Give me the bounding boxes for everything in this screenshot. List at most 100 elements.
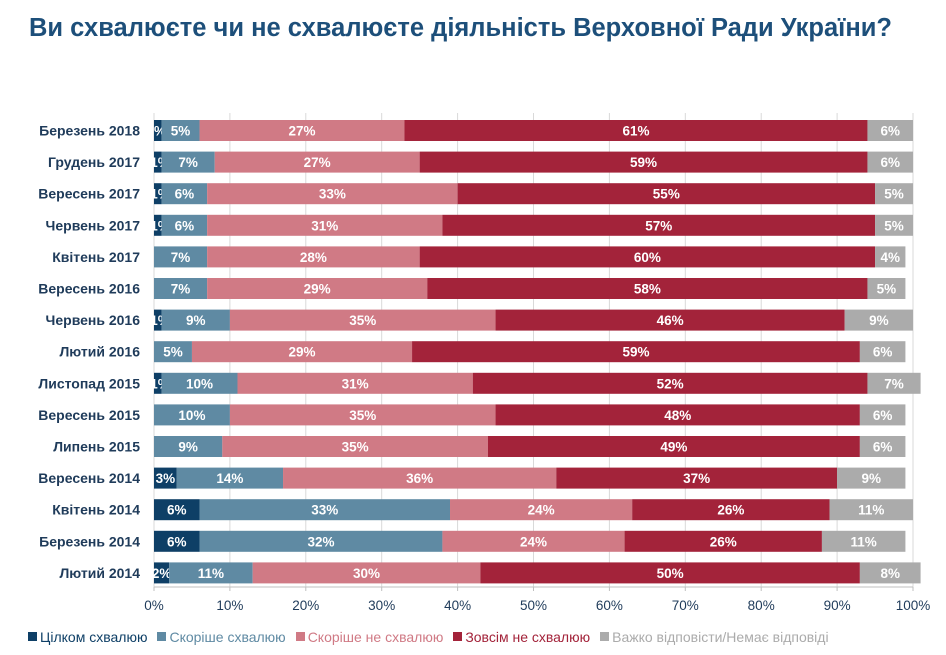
bar-segment (154, 120, 162, 141)
data-label: 8% (880, 566, 900, 581)
bar-segment (207, 183, 458, 205)
bar-segment (442, 530, 625, 552)
category-label: Вересень 2017 (38, 186, 140, 202)
data-label: 7% (884, 376, 904, 391)
data-label: 57% (645, 218, 672, 233)
data-label: 33% (311, 503, 338, 518)
bar-segment (154, 499, 200, 521)
data-label: 35% (342, 440, 369, 455)
x-tick-label: 70% (672, 598, 699, 613)
bar-segment (161, 372, 238, 394)
data-label: 48% (664, 408, 691, 423)
bar-segment (495, 404, 860, 426)
bar-segment (169, 562, 253, 584)
data-label: 24% (528, 503, 555, 518)
bar-segment (207, 278, 428, 299)
bar-segment (154, 404, 230, 426)
data-label: 5% (171, 124, 191, 139)
data-label: 10% (186, 376, 213, 391)
bar-segment (450, 499, 633, 521)
x-tick-label: 60% (596, 598, 623, 613)
bar-segment (844, 309, 913, 331)
bar-segment (252, 562, 481, 584)
bar-segment (859, 436, 906, 457)
bar-segment (556, 467, 838, 489)
data-label: 7% (178, 155, 198, 170)
data-label: 60% (634, 250, 661, 265)
bar-segment (154, 278, 208, 299)
data-label: 4% (880, 250, 900, 265)
bar-segment (154, 372, 162, 394)
bar-segment (154, 341, 192, 363)
bar-segment (412, 341, 860, 363)
data-label: 37% (683, 471, 710, 486)
bar-segment (859, 404, 906, 426)
legend-item: Важко відповісти/Немає відповіді (600, 629, 829, 645)
data-label: 36% (406, 471, 433, 486)
data-label: 6% (167, 503, 187, 518)
bar-segment (404, 120, 868, 141)
bar-segment (222, 436, 488, 457)
bar-segment (154, 467, 177, 489)
bar-segment (875, 183, 913, 205)
bar-segment (191, 341, 413, 363)
bar-segment (154, 436, 223, 457)
legend-swatch (600, 632, 610, 641)
data-label: 10% (178, 408, 205, 423)
bar-segment (859, 341, 906, 363)
data-label: 46% (657, 313, 684, 328)
data-label: 6% (873, 440, 893, 455)
bar-segment (214, 151, 420, 173)
legend-swatch (28, 632, 37, 641)
data-label: 6% (880, 155, 900, 170)
category-label: Вересень 2014 (38, 470, 140, 486)
bar-segment (495, 309, 845, 331)
category-label: Квітень 2014 (52, 502, 140, 518)
data-label: 14% (216, 471, 243, 486)
chart-legend: Цілком схвалюю Скоріше схвалюю Скоріше не … (28, 628, 839, 645)
data-label: 33% (319, 187, 346, 202)
bar-segment (427, 278, 868, 299)
data-label: 55% (653, 187, 680, 202)
bar-segment (199, 499, 451, 521)
bar-segment (859, 562, 921, 584)
data-label: 27% (288, 124, 315, 139)
bar-segment (154, 151, 162, 173)
bar-segment (821, 530, 906, 552)
data-label: 29% (288, 345, 315, 360)
bar-segment (199, 120, 405, 141)
category-label: Березень 2018 (39, 123, 140, 139)
legend-label: Цілком схвалюю (40, 628, 148, 645)
data-label: 31% (342, 376, 369, 391)
data-label: 6% (175, 187, 195, 202)
data-label: 11% (198, 566, 224, 581)
bar-segment (154, 562, 170, 584)
bar-segment (154, 246, 208, 268)
x-tick-label: 50% (520, 598, 547, 613)
category-label: Квітень 2017 (52, 249, 140, 265)
bar-segment (283, 467, 557, 489)
stacked-bar-chart: Березень 2018% 5% 27% 61% 6%Грудень 2017 1% 7%… (38, 113, 930, 613)
bar-segment (229, 404, 496, 426)
category-label: Лютий 2014 (59, 565, 140, 581)
x-tick-label: 40% (444, 598, 471, 613)
bar-segment (624, 530, 822, 552)
category-label: Лютий 2016 (59, 344, 140, 360)
bar-segment (875, 246, 906, 268)
data-label: 11% (858, 503, 884, 518)
legend-swatch (295, 632, 305, 641)
data-label: 24% (520, 534, 547, 549)
data-label: 29% (304, 282, 331, 297)
bar-segment (867, 120, 913, 141)
bar-segment (176, 467, 284, 489)
bar-segment (161, 151, 215, 173)
bar-segment (867, 278, 906, 299)
data-label: 7% (171, 250, 191, 265)
bar-segment (237, 372, 473, 394)
bar-segment (161, 309, 230, 331)
category-label: Червень 2016 (46, 312, 141, 328)
category-label: Вересень 2015 (38, 407, 140, 423)
chart-title: Ви схвалюєте чи не схвалюєте діяльність … (29, 14, 892, 42)
data-label: 31% (311, 218, 338, 233)
data-label: 30% (353, 566, 380, 581)
